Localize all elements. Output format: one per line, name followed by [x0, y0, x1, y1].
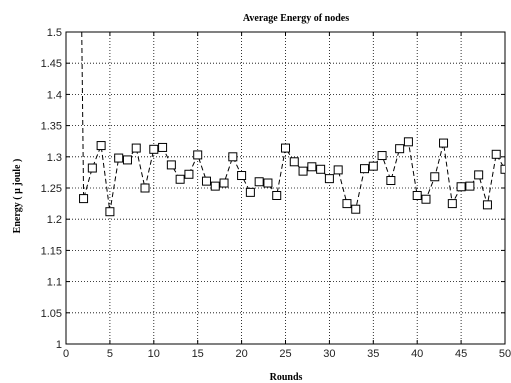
- x-tick-label: 50: [499, 348, 511, 360]
- y-tick-label: 1.25: [41, 183, 62, 195]
- x-tick-label: 40: [411, 348, 423, 360]
- data-point-marker: [324, 174, 334, 184]
- data-point-marker: [166, 160, 176, 170]
- data-point-marker: [228, 152, 238, 162]
- data-point-marker: [193, 150, 203, 160]
- data-point-marker: [447, 199, 457, 209]
- x-tick-label: 15: [192, 348, 204, 360]
- x-axis-label: Rounds: [270, 372, 303, 383]
- x-tick-label: 10: [148, 348, 160, 360]
- y-tick-label: 1: [56, 339, 62, 351]
- data-point-marker: [403, 137, 413, 147]
- data-point-marker: [272, 190, 282, 200]
- data-point-marker: [281, 143, 290, 153]
- y-tick-label: 1.2: [47, 214, 62, 226]
- x-tick-labels: 0 5 10 15 20 25 30 35 40 45 50: [63, 348, 511, 360]
- data-point-marker: [491, 149, 501, 159]
- data-point-marker: [377, 151, 387, 161]
- y-tick-label: 1.3: [47, 152, 62, 164]
- data-point-marker: [474, 170, 484, 180]
- data-point-marker: [254, 177, 264, 187]
- data-point-marker: [412, 190, 422, 200]
- y-tick-label: 1.1: [47, 277, 62, 289]
- y-tick-label: 1.45: [41, 58, 62, 70]
- data-point-marker: [219, 178, 229, 188]
- y-tick-label: 1.35: [41, 121, 62, 133]
- data-point-marker: [456, 182, 466, 192]
- data-point-marker: [439, 138, 449, 148]
- data-point-marker: [465, 181, 475, 191]
- data-point-marker: [87, 163, 97, 173]
- data-point-marker: [482, 200, 492, 210]
- y-tick-label: 1.5: [47, 27, 62, 39]
- data-point-marker: [298, 166, 308, 176]
- data-point-marker: [500, 164, 505, 174]
- data-point-marker: [122, 155, 132, 165]
- x-tick-label: 45: [455, 348, 467, 360]
- data-point-marker: [158, 142, 168, 152]
- data-point-marker: [430, 172, 440, 182]
- data-point-marker: [140, 183, 150, 193]
- data-point-marker: [386, 176, 396, 186]
- y-tick-label: 1.4: [47, 89, 62, 101]
- data-point-marker: [368, 161, 378, 171]
- x-tick-label: 5: [107, 348, 113, 360]
- x-tick-label: 0: [63, 348, 69, 360]
- x-tick-label: 20: [235, 348, 247, 360]
- data-point-marker: [263, 178, 273, 188]
- y-axis-label: Energy ( µ joule ): [12, 159, 23, 234]
- data-point-marker: [342, 199, 352, 209]
- data-point-marker: [149, 144, 159, 154]
- x-tick-label: 30: [323, 348, 335, 360]
- x-tick-label: 25: [279, 348, 291, 360]
- data-point-marker: [351, 204, 361, 214]
- data-point-marker: [237, 171, 247, 181]
- y-tick-label: 1.05: [41, 308, 62, 320]
- data-point-marker: [333, 165, 343, 175]
- data-point-marker: [360, 164, 370, 174]
- axis-ticks: [65, 31, 506, 345]
- data-point-marker: [421, 194, 431, 204]
- data-point-marker: [316, 164, 326, 174]
- data-point-marker: [105, 207, 115, 217]
- data-point-marker: [395, 144, 405, 154]
- data-point-marker: [210, 181, 220, 191]
- data-point-marker: [201, 176, 211, 186]
- y-tick-label: 1.15: [41, 245, 62, 257]
- chart-title: Average Energy of nodes: [243, 13, 349, 24]
- data-point-marker: [175, 174, 185, 184]
- data-point-marker: [289, 157, 299, 167]
- y-tick-labels: 1 1.05 1.1 1.15 1.2 1.25 1.3 1.35 1.4 1.45 1.5: [41, 27, 62, 351]
- data-point-marker: [131, 143, 141, 153]
- data-point-marker: [79, 194, 89, 204]
- data-point-marker: [114, 153, 124, 163]
- data-point-marker: [96, 141, 106, 151]
- data-point-marker: [245, 187, 255, 197]
- grid-lines: [66, 32, 505, 344]
- data-point-marker: [184, 169, 194, 179]
- x-tick-label: 35: [367, 348, 379, 360]
- data-point-marker: [307, 162, 317, 172]
- series-group: [79, 32, 505, 217]
